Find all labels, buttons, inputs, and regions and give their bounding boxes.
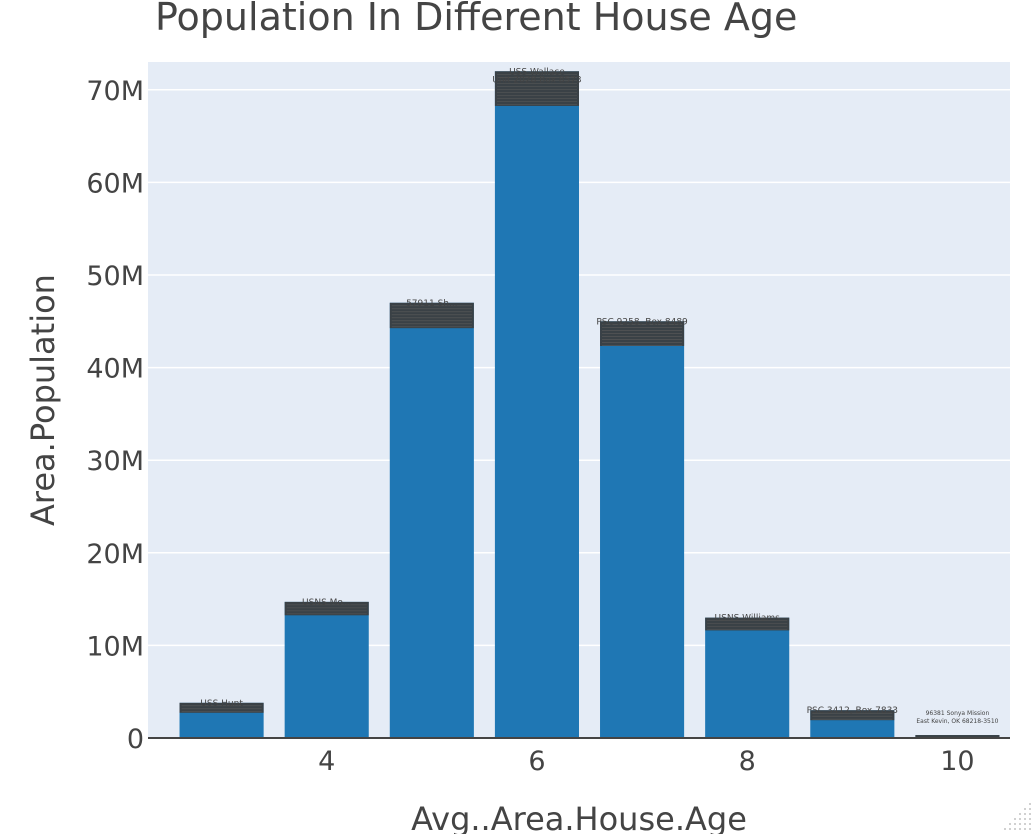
y-tick-60M: 60M — [86, 168, 144, 199]
bar-7 — [600, 321, 685, 738]
grip-dot — [1024, 823, 1026, 825]
bar-label-3-0: USS Hunt — [200, 699, 243, 709]
bar-label-10-1: East Kevin, OK 68218-3510 — [916, 718, 998, 725]
x-tick-4: 4 — [318, 746, 335, 777]
bar-8 — [705, 617, 790, 738]
y-tick-10M: 10M — [86, 631, 144, 662]
grip-dot — [1029, 828, 1031, 830]
x-axis-title: Avg..Area.House.Age — [411, 800, 747, 834]
bar-cap-10 — [915, 735, 1000, 738]
grip-dot — [1024, 813, 1026, 815]
bar-label-8-0: USNS Williams — [715, 614, 781, 624]
bar-6 — [494, 71, 579, 739]
y-tick-20M: 20M — [86, 539, 144, 570]
bar-4 — [284, 601, 369, 738]
grip-dot — [1014, 823, 1016, 825]
bar-labels-group: USS Hunt USNS Mo... 57911 Sh... USS Wallace… — [200, 67, 998, 725]
grip-dot — [1024, 808, 1026, 810]
grip-dot — [1024, 818, 1026, 820]
x-tick-labels: 4 6 8 10 — [318, 746, 975, 777]
bar-cap-4 — [284, 601, 369, 616]
bar-label-7-0: PSC 9258, Box 8489 — [596, 317, 688, 327]
grip-dot — [1019, 813, 1021, 815]
grip-dot — [1029, 823, 1031, 825]
y-tick-50M: 50M — [86, 261, 144, 292]
y-tick-0: 0 — [127, 724, 144, 755]
bar-label-6-0: USS Wallace — [509, 67, 565, 77]
chart-title: Population In Different House Age — [155, 0, 797, 39]
grip-dot — [1019, 823, 1021, 825]
grip-dot — [1029, 818, 1031, 820]
y-tick-40M: 40M — [86, 354, 144, 385]
grip-dot — [1019, 828, 1021, 830]
grip-dot — [1004, 828, 1006, 830]
bar-cap-7 — [600, 321, 685, 346]
x-tick-10: 10 — [940, 746, 974, 777]
bar-label-5-0: 57911 Sh... — [406, 299, 458, 309]
y-tick-30M: 30M — [86, 446, 144, 477]
y-tick-labels: 0 10M 20M 30M 40M 50M 60M 70M — [86, 76, 144, 755]
grip-dot — [1014, 818, 1016, 820]
grip-dot — [1019, 818, 1021, 820]
bar-5 — [389, 302, 474, 738]
grip-dot — [1014, 828, 1016, 830]
y-axis-title: Area.Population — [24, 274, 62, 526]
bar-label-6-1: Unit 2028 Box 8573 — [492, 75, 581, 85]
grip-dot — [1009, 823, 1011, 825]
bar-label-9-0: PSC 3412, Box 7833 — [807, 706, 898, 716]
y-tick-70M: 70M — [86, 76, 144, 107]
grip-dot — [1024, 828, 1026, 830]
bar-label-4-0: USNS Mo... — [302, 598, 351, 608]
bar-cap-9 — [810, 710, 895, 721]
resize-grip-icon — [1004, 803, 1031, 830]
x-tick-8: 8 — [739, 746, 756, 777]
grip-dot — [1029, 813, 1031, 815]
grip-dot — [1029, 808, 1031, 810]
bar-cap-3 — [179, 702, 264, 713]
grip-dot — [1009, 828, 1011, 830]
bar-label-10-0: 96381 Sonya Mission — [926, 710, 990, 717]
x-tick-6: 6 — [528, 746, 545, 777]
bars-group — [179, 71, 1000, 739]
grip-dot — [1029, 803, 1031, 805]
